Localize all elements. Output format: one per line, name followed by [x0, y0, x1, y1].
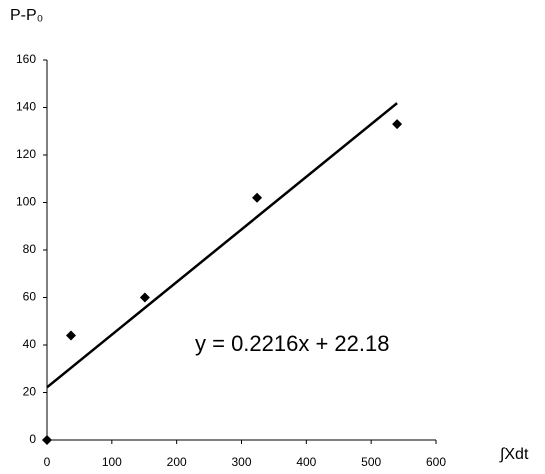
x-tick-label: 400	[296, 455, 316, 469]
y-tick-label: 80	[23, 242, 37, 256]
y-tick-label: 140	[16, 100, 36, 114]
page: P-P₀ ∫Xdt y = 0.2216x + 22.18 0 20 40 60 80 1…	[0, 0, 545, 474]
x-tick-label: 300	[231, 455, 251, 469]
x-tick-label: 0	[44, 455, 51, 469]
chart: P-P₀ ∫Xdt y = 0.2216x + 22.18 0 20 40 60 80 1…	[0, 0, 545, 474]
y-tick-label: 160	[16, 52, 36, 66]
y-tick-label: 120	[16, 147, 36, 161]
y-tick-label: 60	[23, 290, 37, 304]
x-tick-label: 200	[167, 455, 187, 469]
y-tick-label: 100	[16, 195, 36, 209]
x-tick-label: 600	[426, 455, 446, 469]
y-tick-label: 20	[23, 385, 37, 399]
y-tick-label: 40	[23, 337, 37, 351]
x-tick-label: 100	[102, 455, 122, 469]
trendline-equation: y = 0.2216x + 22.18	[195, 331, 390, 356]
background	[0, 0, 545, 474]
x-tick-label: 500	[361, 455, 381, 469]
x-axis-label: ∫Xdt	[499, 446, 529, 463]
y-tick-label: 0	[29, 432, 36, 446]
y-axis-label: P-P₀	[10, 7, 43, 24]
